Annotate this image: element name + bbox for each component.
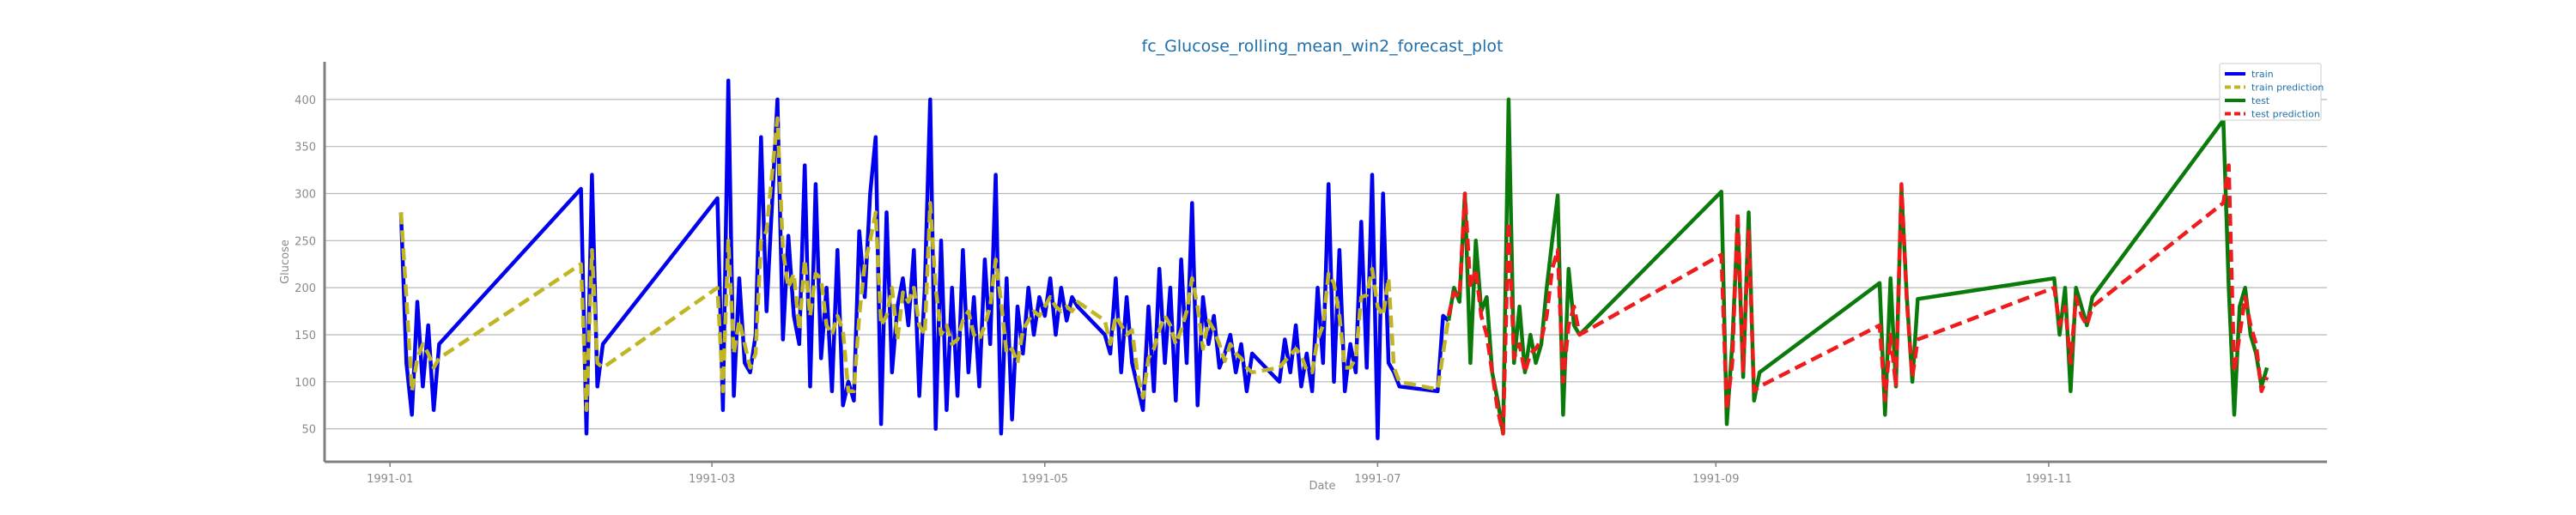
series-lines	[398, 78, 2269, 440]
x-tick-label: 1991-05	[1022, 473, 1068, 486]
x-axis-label: Date	[1309, 480, 1335, 493]
y-tick-label: 200	[295, 282, 316, 295]
y-tick-label: 150	[295, 330, 316, 342]
legend-label: test prediction	[2251, 109, 2320, 120]
series-line-train-prediction	[398, 116, 1451, 412]
x-tick-label: 1991-11	[2026, 473, 2072, 486]
x-tick-label: 1991-03	[689, 473, 735, 486]
y-tick-label: 50	[301, 424, 316, 437]
y-tick-label: 300	[295, 189, 316, 202]
x-tick-label: 1991-07	[1354, 473, 1400, 486]
legend-label: train	[2251, 69, 2274, 80]
x-tick-label: 1991-01	[367, 473, 413, 486]
legend-box	[2219, 63, 2322, 121]
x-tick-label: 1991-09	[1692, 473, 1739, 486]
legend-label: test	[2251, 95, 2270, 106]
y-tick-label: 350	[295, 142, 316, 154]
legend-label: train prediction	[2251, 82, 2324, 94]
series-line-test-prediction	[1446, 163, 2269, 436]
chart-title: fc_Glucose_rolling_mean_win2_forecast_pl…	[1142, 37, 1504, 56]
y-axis-label: Glucose	[279, 239, 292, 284]
series-line-train	[398, 78, 1450, 440]
y-tick-label: 250	[295, 235, 316, 248]
y-tick-label: 400	[295, 94, 316, 107]
tick-labels: 50 100 150 200 250 300 350 400 1991-01 1991-03 199…	[295, 94, 2072, 486]
y-tick-label: 100	[295, 377, 316, 390]
axes	[323, 62, 2327, 464]
